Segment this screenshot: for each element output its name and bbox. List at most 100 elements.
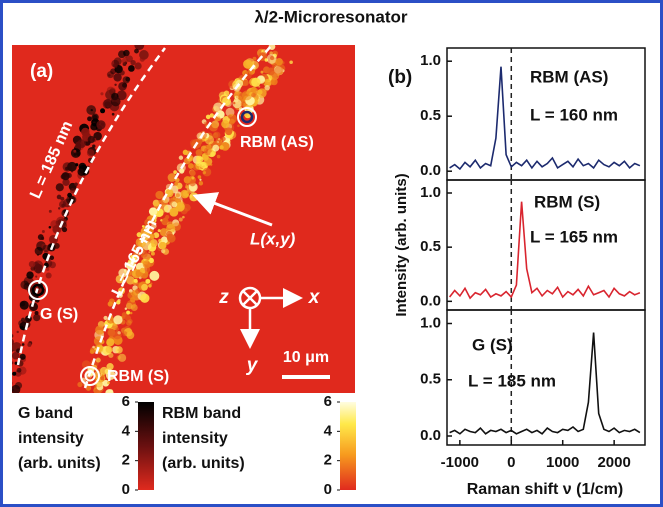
y-tick-label: 0.5 — [420, 238, 441, 255]
map-speckle — [93, 131, 102, 141]
map-speckle — [92, 345, 95, 349]
y-axis-label: Intensity (arb. units) — [393, 173, 410, 316]
spot-marker — [80, 366, 100, 386]
spot-label: G (S) — [40, 306, 78, 323]
map-speckle — [53, 238, 57, 242]
map-speckle — [86, 105, 97, 115]
map-speckle — [189, 179, 196, 187]
map-speckle — [70, 188, 76, 194]
map-speckle — [29, 302, 38, 312]
map-speckle — [115, 327, 120, 331]
map-speckle — [127, 291, 136, 300]
map-speckle — [163, 217, 168, 221]
map-speckle — [87, 116, 92, 122]
map-speckle — [160, 198, 169, 206]
colorbar-tick-label: 6 — [324, 393, 332, 410]
map-speckle — [37, 234, 44, 241]
map-speckle — [157, 199, 162, 204]
map-speckle — [33, 313, 41, 322]
spot-marker — [240, 110, 254, 124]
map-speckle — [134, 48, 139, 54]
spectrum-line — [449, 332, 641, 435]
map-speckle — [48, 225, 52, 229]
x-axis-label: Raman shift ν (1/cm) — [467, 481, 623, 498]
map-speckle — [144, 233, 154, 244]
map-speckle — [117, 331, 121, 335]
spot-marker — [84, 370, 96, 382]
map-speckle — [221, 120, 230, 129]
map-speckle — [270, 55, 275, 61]
map-speckle — [45, 272, 52, 279]
map-speckle — [77, 381, 83, 388]
map-speckle — [118, 268, 128, 278]
axis-name: x — [308, 287, 321, 308]
map-speckle — [243, 59, 253, 69]
map-speckle — [3, 373, 7, 377]
series-label: G (S) — [472, 335, 513, 354]
map-speckle — [76, 151, 81, 157]
map-speckle — [113, 315, 123, 325]
map-speckle — [195, 160, 202, 167]
colorbar-tick-label: 6 — [122, 393, 130, 410]
map-speckle — [116, 300, 121, 305]
map-speckle — [216, 154, 221, 159]
map-speckle — [100, 366, 109, 375]
map-speckle — [100, 92, 104, 96]
map-speckle — [138, 276, 142, 280]
map-speckle — [134, 62, 142, 70]
map-speckle — [27, 342, 32, 347]
annotation: L = 165 nm — [530, 227, 618, 246]
colorbar-label: intensity — [18, 430, 84, 447]
map-speckle — [257, 88, 267, 98]
map-speckle — [209, 113, 214, 118]
map-speckle — [21, 343, 25, 346]
map-speckle — [210, 163, 213, 166]
map-speckle — [110, 96, 121, 107]
map-speckle — [92, 144, 96, 148]
map-speckle — [198, 181, 204, 186]
map-speckle — [19, 353, 26, 360]
map-speckle — [114, 83, 117, 86]
map-speckle — [121, 57, 128, 64]
map-speckle — [145, 278, 151, 284]
y-tick-label: 1.0 — [420, 52, 441, 69]
y-tick-label: 0.0 — [420, 427, 441, 444]
x-tick-label: -1000 — [441, 454, 479, 471]
map-speckle — [147, 257, 150, 260]
colorbar-label: G band — [18, 405, 73, 422]
map-speckle — [212, 144, 220, 152]
spot-label: RBM (S) — [107, 368, 169, 385]
map-speckle — [202, 167, 212, 177]
map-speckle — [275, 57, 283, 66]
map-speckle — [136, 232, 142, 238]
map-speckle — [106, 363, 114, 371]
colorbar-label: RBM band — [162, 405, 241, 422]
spectrum-line — [448, 201, 641, 300]
map-speckle — [185, 184, 188, 187]
map-speckle — [6, 364, 11, 369]
map-speckle — [26, 271, 34, 279]
colorbar-tick-label: 0 — [324, 481, 332, 498]
map-speckle — [106, 86, 115, 95]
map-speckle — [166, 223, 176, 233]
map-speckle — [229, 118, 235, 125]
map-speckle — [229, 136, 233, 140]
map-speckle — [258, 85, 261, 88]
x-tick-label: 2000 — [597, 454, 630, 471]
map-speckle — [149, 270, 160, 281]
map-speckle — [126, 320, 132, 326]
map-speckle — [134, 45, 145, 51]
map-speckle — [141, 225, 145, 228]
colorbar-tick-label: 2 — [324, 452, 332, 469]
y-tick-label: 0.0 — [420, 292, 441, 309]
map-speckle — [87, 135, 95, 144]
series-label: RBM (AS) — [530, 67, 608, 86]
map-speckle — [122, 82, 128, 88]
map-speckle — [148, 228, 154, 234]
y-tick-label: 1.0 — [420, 184, 441, 201]
map-speckle — [73, 149, 77, 153]
map-speckle — [133, 278, 138, 283]
map-speckle — [12, 361, 14, 365]
map-speckle — [251, 92, 256, 98]
map-speckle — [134, 262, 137, 265]
